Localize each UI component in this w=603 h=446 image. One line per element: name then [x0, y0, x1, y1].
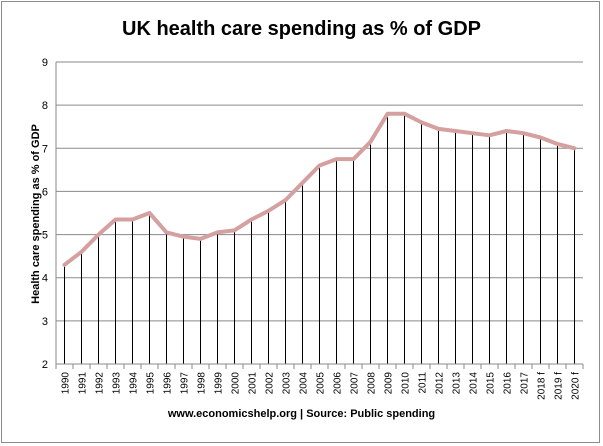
x-tick-label: 2014: [469, 372, 480, 395]
x-tick-label: 2009: [384, 372, 395, 395]
data-point-2010: [403, 112, 406, 116]
x-tick-label: 2002: [265, 372, 276, 395]
data-point-1993: [114, 217, 117, 221]
data-point-1996: [165, 230, 168, 234]
data-point-2001: [250, 217, 253, 221]
drop-lines: [64, 113, 575, 364]
data-point-2013: [454, 129, 457, 133]
x-tick-label: 1995: [146, 372, 157, 395]
data-point-2016: [505, 129, 508, 133]
x-tick-label: 2015: [486, 372, 497, 395]
x-tick-label: 1997: [180, 372, 191, 395]
x-tick-label: 1994: [129, 372, 140, 395]
x-tick-label: 2006: [333, 372, 344, 395]
y-tick-label: 7: [42, 143, 48, 155]
y-tick-labels: 2 3 4 5 6 7 8 9: [42, 57, 48, 371]
data-point-1998: [199, 237, 202, 241]
data-point-1990: [63, 263, 66, 267]
data-point-2017: [522, 131, 525, 135]
x-tick-label: 2004: [299, 372, 310, 395]
chart-footer: www.economicshelp.org | Source: Public s…: [167, 408, 436, 420]
data-point-1995: [148, 211, 151, 215]
y-tick-label: 4: [42, 273, 48, 285]
x-tick-label: 1993: [112, 372, 123, 395]
axes: [55, 62, 584, 369]
data-point-2019-f: [556, 142, 559, 146]
data-point-2004: [301, 181, 304, 185]
x-tick-label: 1998: [197, 372, 208, 395]
data-point-2014: [471, 131, 474, 135]
y-tick-label: 3: [42, 316, 48, 328]
data-point-2011: [420, 120, 423, 124]
x-tick-label: 1992: [95, 372, 106, 395]
y-tick-label: 6: [42, 186, 48, 198]
data-point-2009: [386, 112, 389, 116]
x-tick-label: 2007: [350, 372, 361, 395]
x-tick-label: 1991: [78, 372, 89, 395]
y-tick-label: 8: [42, 100, 48, 112]
data-point-2005: [318, 164, 321, 168]
data-point-2012: [437, 127, 440, 131]
data-point-2020-f: [573, 146, 576, 150]
x-tick-label: 2017: [520, 372, 531, 395]
data-point-1999: [216, 230, 219, 234]
y-tick-label: 2: [42, 359, 48, 371]
y-tick-label: 9: [42, 57, 48, 69]
x-tick-labels: 1990 1991 1992 1993 1994 1995 1996 1997 1998 1999…: [61, 372, 582, 400]
x-tick-label: 2003: [282, 372, 293, 395]
x-tick-label: 2011: [418, 372, 429, 394]
data-point-2003: [284, 198, 287, 202]
x-tick-label: 1996: [163, 372, 174, 395]
x-tick-label: 2013: [452, 372, 463, 395]
x-tick-label: 2010: [401, 372, 412, 395]
x-tick-label: 2005: [316, 372, 327, 395]
data-point-1994: [131, 217, 134, 221]
y-tick-label: 5: [42, 230, 48, 242]
data-point-2018-f: [539, 136, 542, 139]
x-tick-label: 2000: [231, 372, 242, 395]
data-point-2002: [267, 209, 270, 213]
chart-title: UK health care spending as % of GDP: [122, 18, 481, 40]
x-tick-label: 1990: [61, 372, 72, 395]
data-point-2007: [352, 157, 355, 161]
x-tick-label: 2012: [435, 372, 446, 395]
data-point-2008: [369, 140, 372, 144]
x-tick-label: 1999: [214, 372, 225, 395]
x-tick-label: 2008: [367, 372, 378, 395]
x-tick-label: 2001: [248, 372, 259, 395]
data-point-2000: [233, 228, 236, 232]
data-point-2006: [335, 157, 338, 161]
x-tick-label: 2016: [503, 372, 514, 395]
series-line-group: [62, 111, 577, 267]
x-tick-label: 2020 f: [571, 372, 582, 400]
data-point-1992: [97, 233, 100, 237]
data-point-1997: [182, 235, 185, 239]
data-point-1991: [80, 250, 83, 254]
x-tick-label: 2019 f: [554, 372, 565, 400]
x-tick-label: 2018 f: [537, 372, 548, 400]
data-point-2015: [488, 133, 491, 137]
